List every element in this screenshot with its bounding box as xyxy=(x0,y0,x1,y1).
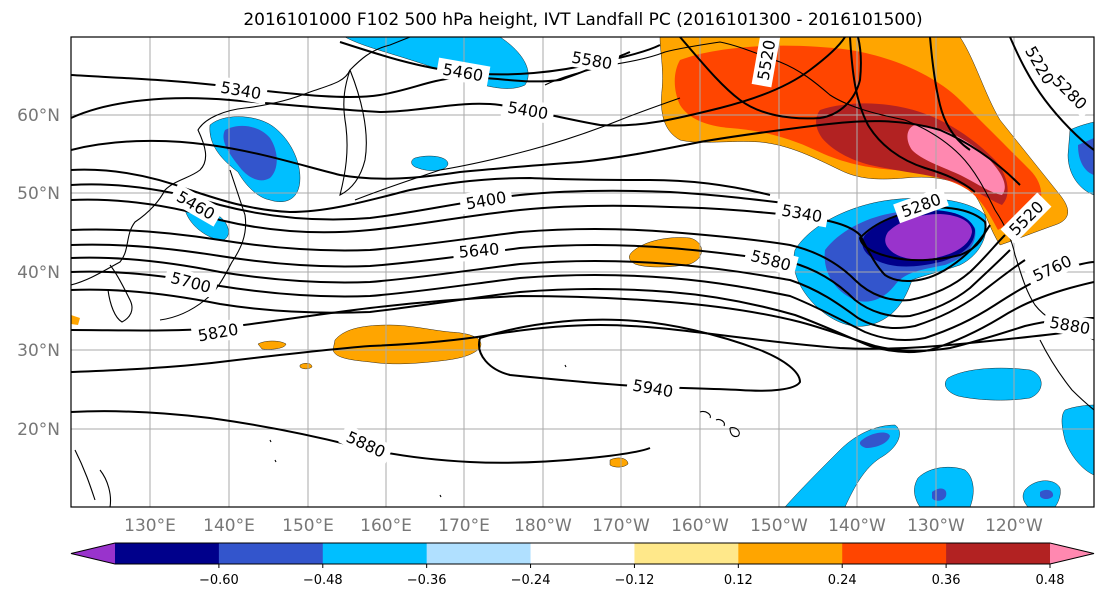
coast-islands xyxy=(269,364,567,498)
negative-anomaly-east xyxy=(945,367,1042,401)
contour-5520 xyxy=(71,256,1026,329)
lat-label: 50°N xyxy=(17,184,60,204)
colorbar-tick-label: 0.24 xyxy=(828,573,857,588)
colorbar-segment xyxy=(322,543,428,564)
colorbar-segment xyxy=(946,543,1051,564)
lon-label: 170°E xyxy=(438,516,490,536)
contour-label-backgrounds xyxy=(163,37,1094,465)
contour-5820 xyxy=(71,294,1094,352)
colorbar-segment xyxy=(115,543,220,564)
colorbar-segment xyxy=(71,543,115,564)
positive-anomaly-alaska-band-pink xyxy=(907,125,1005,195)
colorbar-tick-label: −0.12 xyxy=(615,573,655,588)
lon-label: 160°E xyxy=(360,516,412,536)
coast-hawaii xyxy=(699,411,740,438)
map-panel: 5340 5460 5400 5580 5520 5220 5280 5460 … xyxy=(70,36,1095,508)
contour-5340-north xyxy=(71,51,631,98)
lon-label: 130°E xyxy=(124,516,176,536)
coast-korea xyxy=(107,264,133,323)
coast-sakhalin-japan xyxy=(159,169,247,321)
lat-label: 60°N xyxy=(17,106,60,126)
lat-label: 20°N xyxy=(17,420,60,440)
height-contours xyxy=(71,37,1094,464)
contour-5760 xyxy=(71,281,1094,354)
ivt-shading xyxy=(71,37,1094,507)
colorbar-segments xyxy=(70,542,1095,568)
colorbar-segment xyxy=(218,543,324,564)
positive-anomaly-small-1 xyxy=(257,340,287,350)
positive-anomaly-edge xyxy=(71,315,80,325)
coast-mexico xyxy=(1039,339,1094,411)
contour-5280-alaska xyxy=(849,37,976,193)
positive-anomaly-small-3 xyxy=(299,363,313,370)
colorbar-tick-label: −0.48 xyxy=(303,573,343,588)
contour-mid-1 xyxy=(71,120,1021,186)
lon-label: 170°W xyxy=(592,516,650,536)
contour-5940 xyxy=(478,318,802,392)
map-title: 2016101000 F102 500 hPa height, IVT Land… xyxy=(243,10,922,30)
lon-label: 160°W xyxy=(671,516,729,536)
lat-label: 40°N xyxy=(17,263,60,283)
negative-anomaly-southeast xyxy=(1061,404,1094,476)
longitude-labels: 130°E 140°E 150°E 160°E 170°E 180°W 170°… xyxy=(124,516,1043,536)
lon-label: 120°W xyxy=(985,516,1043,536)
lon-label: 140°W xyxy=(828,516,886,536)
positive-anomaly-central-pacific xyxy=(629,237,702,268)
coast-philippines xyxy=(74,449,112,507)
colorbar: −0.60 −0.48 −0.36 −0.24 −0.12 0.12 0.24 0.36 0.4… xyxy=(70,542,1095,588)
lon-label: 130°W xyxy=(907,516,965,536)
colorbar-outline xyxy=(70,542,1095,565)
contour-5520-alaska xyxy=(679,37,862,120)
colorbar-tick-label: −0.60 xyxy=(199,573,239,588)
contour-5700 xyxy=(71,261,1094,341)
colorbar-segment xyxy=(1050,543,1094,564)
colorbar-segment xyxy=(530,543,635,564)
coast-alaska xyxy=(544,41,996,211)
colorbar-segment xyxy=(738,543,843,564)
contour-5460-north xyxy=(339,41,661,76)
colorbar-tick-label: 0.48 xyxy=(1036,573,1065,588)
colorbar-segment xyxy=(426,543,532,564)
colorbar-segment xyxy=(842,543,947,564)
colorbar-tick-label: 0.36 xyxy=(932,573,961,588)
colorbar-tick-label: −0.24 xyxy=(511,573,551,588)
positive-anomaly-small-2 xyxy=(609,457,629,468)
contour-label: 5640 xyxy=(458,239,500,261)
negative-anomaly-tropics-3-core xyxy=(1040,489,1054,499)
coast-aleutians xyxy=(354,97,681,201)
contour-5640 xyxy=(71,228,1006,302)
lon-label: 180°W xyxy=(514,516,572,536)
contour-5340-mid xyxy=(71,198,991,282)
lon-label: 150°W xyxy=(750,516,808,536)
coast-kamchatka xyxy=(339,69,367,197)
contour-5580 xyxy=(71,243,1011,318)
negative-anomaly-tropics-2 xyxy=(914,466,974,507)
map-frame xyxy=(70,36,1095,508)
negative-anomaly-tropics-1-core xyxy=(859,432,890,448)
lat-label: 30°N xyxy=(17,341,60,361)
colorbar-tick-label: −0.36 xyxy=(407,573,447,588)
positive-anomaly-alaska-band-darkred xyxy=(816,103,1008,205)
colorbar-segment xyxy=(634,543,739,564)
negative-anomaly-gulf-of-alaska-core xyxy=(885,214,972,260)
colorbar-tick-labels: −0.60 −0.48 −0.36 −0.24 −0.12 0.12 0.24 0.36 0.4… xyxy=(199,573,1065,588)
coast-east-asia xyxy=(71,37,411,286)
contour-5280-east xyxy=(1009,37,1094,151)
colorbar-tick-label: 0.12 xyxy=(724,573,753,588)
lon-label: 140°E xyxy=(203,516,255,536)
contour-5880-east xyxy=(71,323,1094,373)
lon-label: 150°E xyxy=(282,516,334,536)
latitude-labels: 60°N 50°N 40°N 30°N 20°N xyxy=(17,106,60,440)
negative-anomaly-small xyxy=(411,155,449,171)
